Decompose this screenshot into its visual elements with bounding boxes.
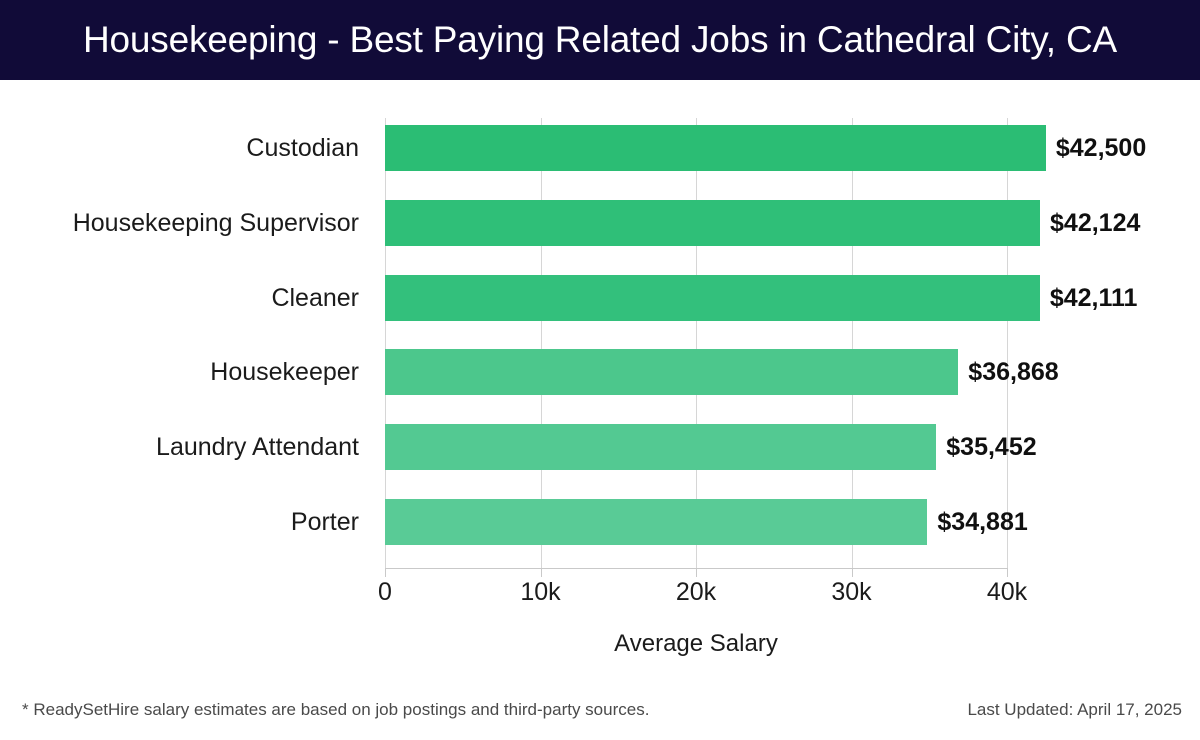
bar[interactable] [385,199,1041,246]
gridline [385,118,386,568]
bar-row[interactable]: $42,111 [385,274,1200,321]
page-title: Housekeeping - Best Paying Related Jobs … [83,19,1117,60]
bar-row[interactable]: $36,868 [385,349,1200,396]
gridline [1007,118,1008,568]
bar-row[interactable]: $42,124 [385,199,1200,246]
bar-row[interactable]: $34,881 [385,499,1200,545]
category-label: Porter [290,508,359,536]
bar-row[interactable]: $42,500 [385,125,1200,171]
x-axis-tick-label: 0 [378,578,392,606]
footer-disclaimer: * ReadySetHire salary estimates are base… [22,700,650,719]
bar-row[interactable]: $35,452 [385,424,1200,471]
bar[interactable] [385,499,928,545]
bar[interactable] [385,349,959,396]
category-label: Laundry Attendant [156,433,359,462]
x-axis-tick-label: 20k [675,578,717,606]
gridline [696,118,697,568]
bar[interactable] [385,424,937,471]
bar-value-label: $42,500 [1055,134,1147,162]
x-axis-tick-label: 40k [986,578,1028,606]
x-axis-tick-mark [696,568,697,577]
x-axis-tick-label: 30k [831,578,872,606]
category-label: Housekeeping Supervisor [72,208,359,237]
category-label: Custodian [246,134,359,162]
bar-value-label: $34,881 [937,508,1028,536]
category-label: Housekeeper [210,358,359,387]
x-axis-tick-mark [385,568,386,577]
x-axis-tick-mark [540,568,542,577]
plot-area [385,118,1008,568]
x-axis-tick-mark [851,568,853,577]
gridline [540,118,542,568]
bar-value-label: $35,452 [946,433,1037,462]
bar[interactable] [385,125,1046,171]
category-label: Cleaner [271,283,359,312]
x-axis-tick-mark [1007,568,1008,577]
category-axis-labels: Custodian Housekeeping Supervisor Cleaner H… [0,118,372,568]
bar[interactable] [385,274,1040,321]
x-axis-tick-label: 10k [520,578,561,606]
bar-value-label: $42,111 [1049,283,1138,312]
bars-layer: $42,500 $42,124 $42,111 $36,868 $35,452 $34,8… [385,118,1200,568]
x-axis-title: Average Salary [614,630,778,657]
bar-value-label: $36,868 [968,358,1059,387]
chart-header-bar: Housekeeping - Best Paying Related Jobs … [0,0,1200,80]
bar-value-label: $42,124 [1050,208,1141,237]
footer-last-updated: Last Updated: April 17, 2025 [967,700,1182,719]
gridline [851,118,853,568]
